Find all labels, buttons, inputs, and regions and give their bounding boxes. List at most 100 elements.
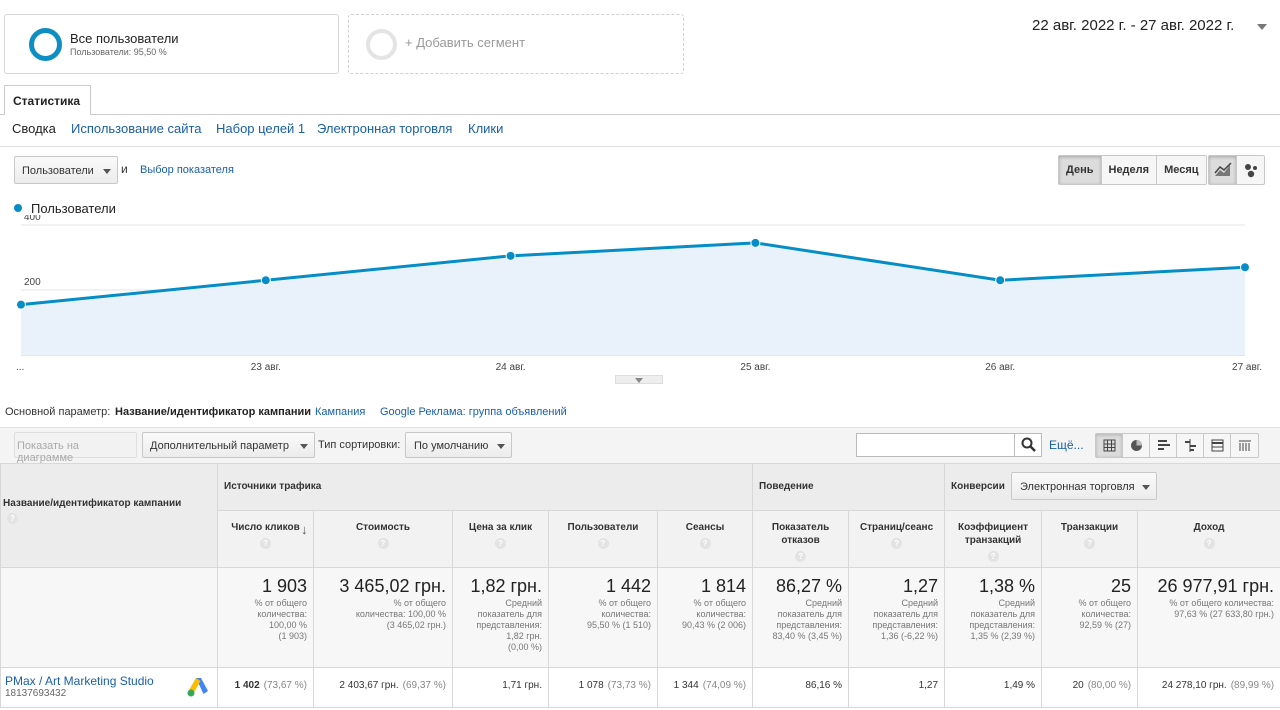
subnav-summary[interactable]: Сводка <box>12 121 56 136</box>
total-subtext: (0,00 %) <box>507 642 542 652</box>
total-subtext: 1,36 (-6,22 %) <box>881 631 939 641</box>
help-icon[interactable]: ? <box>260 537 271 549</box>
column-header-label: Сеансы <box>685 522 725 533</box>
total-subtext: показатель для <box>873 609 939 619</box>
total-value: 25 <box>1111 576 1132 596</box>
conversion-type-select[interactable]: Электронная торговля <box>1011 472 1157 500</box>
add-segment-button[interactable]: + Добавить сегмент <box>348 14 684 74</box>
subnav-ecommerce[interactable]: Электронная торговля <box>317 121 453 136</box>
chevron-down-icon[interactable] <box>1257 24 1267 30</box>
data-cell: 1,27 <box>848 667 946 708</box>
pie-view-icon[interactable] <box>1123 434 1150 457</box>
metric-select[interactable]: Пользователи <box>14 156 118 184</box>
total-subtext: % от общего <box>598 598 652 608</box>
data-point[interactable] <box>16 299 26 310</box>
header-campaign-name[interactable]: Название/идентификатор кампании ? <box>0 463 218 568</box>
column-header-7[interactable]: Коэффициент транзакций? <box>944 510 1043 568</box>
period-month-button[interactable]: Месяц <box>1164 164 1199 176</box>
term-cloud-icon[interactable] <box>1231 434 1258 457</box>
dimension-campaign[interactable]: Кампания <box>315 406 366 418</box>
cell-percent: (89,99 %) <box>1230 680 1275 691</box>
data-point[interactable] <box>995 275 1006 286</box>
column-header-6[interactable]: Страниц/сеанс? <box>848 510 946 568</box>
data-point[interactable] <box>750 237 761 248</box>
total-subtext: % от общего <box>393 598 447 608</box>
sort-type-select[interactable]: По умолчанию <box>405 432 512 458</box>
column-header-2[interactable]: Цена за клик? <box>452 510 549 568</box>
segment-card-all-users[interactable]: Все пользователи Пользователи: 95,50 % <box>4 14 339 74</box>
divider <box>0 427 1280 428</box>
comparison-view-icon[interactable] <box>1177 434 1204 457</box>
sort-type-value: По умолчанию <box>414 440 489 452</box>
period-week-button[interactable]: Неделя <box>1102 156 1158 184</box>
cell-value: 20 <box>1072 680 1084 691</box>
legend-label: Пользователи <box>31 201 116 216</box>
sort-desc-icon[interactable]: ↓ <box>301 522 308 537</box>
data-point[interactable] <box>505 250 516 261</box>
column-header-3[interactable]: Пользователи? <box>548 510 658 568</box>
table-search-input[interactable] <box>856 433 1042 457</box>
total-value: 1 903 <box>261 576 307 596</box>
total-subtext: Средний <box>901 598 939 608</box>
cell-percent: (74,09 %) <box>702 680 747 691</box>
pick-metric-link[interactable]: Выбор показателя <box>140 164 234 176</box>
help-icon[interactable]: ? <box>987 550 999 562</box>
bar-view-icon[interactable] <box>1150 434 1177 457</box>
segment-subtitle: Пользователи: 95,50 % <box>70 47 167 57</box>
help-icon[interactable]: ? <box>1203 537 1215 549</box>
group-traffic-sources: Источники трафика <box>216 463 754 511</box>
series-line <box>20 241 1246 307</box>
search-icon[interactable] <box>1014 433 1042 457</box>
total-value: 1,38 % <box>979 576 1036 596</box>
pivot-view-icon[interactable] <box>1204 434 1231 457</box>
dimension-ad-group[interactable]: Google Реклама: группа объявлений <box>380 406 567 418</box>
date-range-picker[interactable]: 22 авг. 2022 г. - 27 авг. 2022 г. <box>1032 17 1235 34</box>
campaign-link[interactable]: PMax / Art Marketing Studio <box>5 674 154 688</box>
total-subtext: 90,43 % (2 006) <box>682 620 747 630</box>
cell-value: 1,71 грн. <box>502 680 542 691</box>
data-point[interactable] <box>260 275 271 286</box>
column-header-0[interactable]: Число кликов? ↓ <box>217 510 314 568</box>
help-icon[interactable]: ? <box>495 537 506 549</box>
column-header-1[interactable]: Стоимость? <box>313 510 453 568</box>
dimension-campaign-name[interactable]: Название/идентификатор кампании <box>115 406 312 418</box>
column-header-label: Стоимость <box>355 522 411 533</box>
column-header-9[interactable]: Доход? <box>1137 510 1280 568</box>
help-icon[interactable]: ? <box>795 550 807 562</box>
x-tick-label: 26 авг. <box>985 362 1015 373</box>
total-subtext: показатель для <box>477 609 542 619</box>
empty-segment-ring-icon <box>366 29 397 60</box>
chart-expander[interactable] <box>615 375 663 384</box>
and-label: и <box>121 162 128 176</box>
plot-rows-button[interactable]: Показать на диаграмме <box>14 432 137 464</box>
secondary-dimension-select[interactable]: Дополнительный параметр <box>142 432 315 458</box>
help-icon[interactable]: ? <box>377 537 389 549</box>
column-header-4[interactable]: Сеансы? <box>656 510 754 568</box>
line-chart-icon[interactable] <box>1209 156 1237 184</box>
tab-statistics[interactable]: Статистика <box>4 85 91 115</box>
total-subtext: 100,00 % <box>268 620 307 630</box>
data-point[interactable] <box>1240 262 1250 273</box>
x-tick-label: ... <box>16 362 24 373</box>
users-chart: 200 400... 23 авг. 24 авг. 25 авг. 26 авг. 27 … <box>16 215 1262 373</box>
group-conversions-label: Конверсии <box>951 481 1005 492</box>
subnav-site-usage[interactable]: Использование сайта <box>71 121 202 136</box>
subnav-clicks[interactable]: Клики <box>468 121 504 136</box>
column-header-8[interactable]: Транзакции? <box>1041 510 1139 568</box>
column-header-5[interactable]: Показатель отказов? <box>752 510 850 568</box>
cell-value: 1,27 <box>918 680 939 691</box>
help-icon[interactable]: ? <box>891 537 903 549</box>
help-icon[interactable]: ? <box>7 513 18 524</box>
bubble-chart-icon[interactable] <box>1237 156 1265 184</box>
legend-dot <box>14 204 22 212</box>
subnav-goal-set[interactable]: Набор целей 1 <box>216 121 306 136</box>
help-icon[interactable]: ? <box>597 537 609 549</box>
more-options-link[interactable]: Ещё... <box>1049 438 1084 452</box>
help-icon[interactable]: ? <box>699 537 711 549</box>
period-day-button[interactable]: День <box>1059 156 1102 184</box>
table-view-icon[interactable] <box>1096 434 1123 457</box>
data-cell: 86,16 % <box>752 667 850 708</box>
help-icon[interactable]: ? <box>1084 537 1096 549</box>
y-tick-label: 400 <box>24 215 41 223</box>
chevron-down-icon <box>103 169 111 174</box>
